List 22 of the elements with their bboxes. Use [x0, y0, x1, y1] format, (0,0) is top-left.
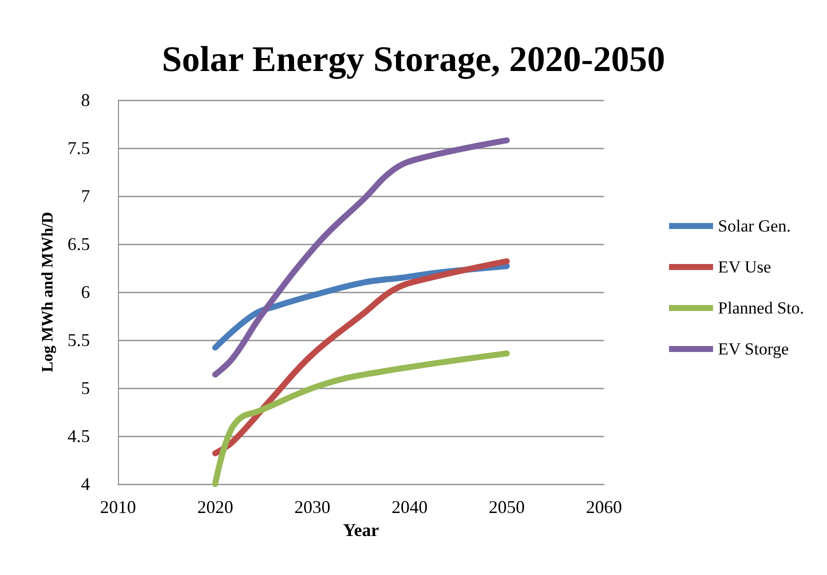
- y-tick-label: 8: [81, 90, 90, 110]
- y-tick-label: 4: [81, 474, 90, 494]
- chart-title: Solar Energy Storage, 2020-2050: [162, 39, 666, 79]
- x-tick-label: 2040: [392, 497, 428, 517]
- y-tick-label: 4.5: [68, 426, 90, 446]
- x-tick-label: 2060: [586, 497, 622, 517]
- y-tick-label: 5.5: [68, 330, 90, 350]
- y-tick-label: 5: [81, 378, 90, 398]
- x-axis-title: Year: [343, 520, 379, 540]
- legend-label: EV Storge: [718, 340, 789, 358]
- x-tick-label: 2030: [294, 497, 330, 517]
- legend-label: Planned Sto.: [718, 298, 804, 318]
- y-tick-label: 6.5: [68, 234, 90, 254]
- x-tick-label: 2010: [100, 497, 136, 517]
- x-tick-label: 2050: [488, 497, 525, 517]
- y-tick-label: 7: [81, 186, 90, 206]
- legend-label: EV Use: [718, 258, 772, 276]
- y-axis-title: Log MWh and MWh/D: [40, 212, 56, 372]
- y-tick-label: 6: [81, 282, 90, 302]
- legend-label: Solar Gen.: [718, 216, 791, 236]
- x-tick-label: 2020: [197, 497, 234, 517]
- y-tick-label: 7.5: [68, 138, 90, 158]
